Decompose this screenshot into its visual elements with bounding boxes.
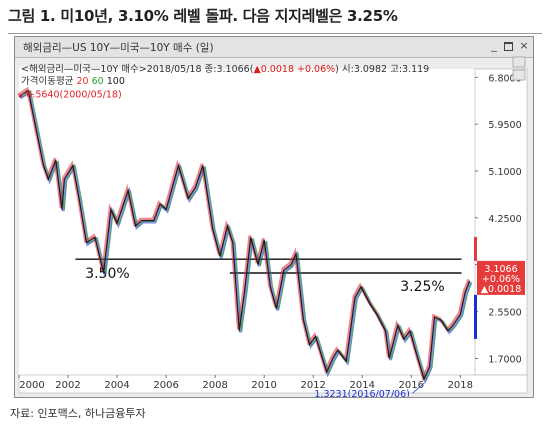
y-tick-label: 6.8000 [488,73,521,84]
instrument-name: <해외금리—미국—10Y 매수> [21,64,147,75]
info-date-close: 2018/05/18 종:3.1066( [146,64,254,75]
figure-title: 그림 1. 미10년, 3.10% 레벨 돌파. 다음 지지레벨은 3.25% [8,7,398,25]
y-tick-label: 5.1000 [488,167,521,178]
y-tick-label: 1.7000 [488,354,521,365]
last-change: ▲0.0018 [481,284,522,295]
high-annotation: ↙6.5640(2000/05/18) [18,89,121,100]
x-tick-label: 2008 [202,380,227,391]
ma-60-line [21,90,473,382]
moving-average-legend: 가격이동평균 20 60 100 [21,73,125,87]
window-titlebar: 해외금리—US 10Y—미국—10Y 매수 (일) _ × [15,37,533,58]
low-pointer [412,382,425,394]
ma-100: 100 [106,76,125,87]
y-tick-label: 5.9500 [488,120,521,131]
plot-area [19,69,475,375]
x-tick-label: 2010 [251,380,276,391]
x-tick-label: 2004 [104,380,129,391]
last-pct: +0.06% [482,274,520,285]
volume-marker [474,294,477,339]
support-label-3-50: 3.50% [85,266,129,282]
x-tick-label: 2014 [349,380,374,391]
x-tick-label: 2018 [448,380,473,391]
close-button[interactable]: × [519,39,529,52]
x-tick-label: 2002 [55,380,80,391]
range-marker [474,236,477,261]
maximize-icon [504,42,513,51]
minimize-button[interactable]: _ [491,39,497,52]
y-tick-label: 4.2500 [488,214,521,225]
low-annotation: 1.3231(2016/07/06) [314,389,409,397]
scroll-down-button [512,69,526,81]
info-open-high: ) 시:3.0982 고:3.119 [335,64,430,75]
price-line [18,89,471,381]
y-tick-label: 2.5500 [488,308,521,319]
chart-info-line: <해외금리—미국—10Y 매수>2018/05/18 종:3.1066(▲0.0… [21,61,429,75]
last-value-box [477,260,525,295]
maximize-button[interactable] [503,40,515,52]
x-tick-label: 2012 [300,380,325,391]
x-tick-label: 2016 [399,380,424,391]
ma-label: 가격이동평균 [21,76,74,87]
x-axis-panel [18,374,528,394]
y-axis-panel [474,68,528,376]
chart-window: 해외금리—US 10Y—미국—10Y 매수 (일) _ × 6.8000 5.95… [14,36,534,398]
figure-source: 자료: 인포맥스, 하나금융투자 [10,407,146,420]
info-change: ▲0.0018 +0.06% [253,64,336,75]
title-divider [8,33,542,34]
scroll-up-button [512,56,526,68]
price-chart: 6.80005.95005.10004.25003.40002.55001.70… [17,56,528,397]
x-tick-label: 2000 [19,380,44,391]
ma-20: 20 [76,76,89,87]
window-title: 해외금리—US 10Y—미국—10Y 매수 (일) [23,42,214,54]
support-label-3-25: 3.25% [400,279,444,295]
x-tick-label: 2006 [153,380,178,391]
last-price: 3.1066 [484,264,517,275]
high-marker [27,90,35,95]
ma-60: 60 [91,76,104,87]
